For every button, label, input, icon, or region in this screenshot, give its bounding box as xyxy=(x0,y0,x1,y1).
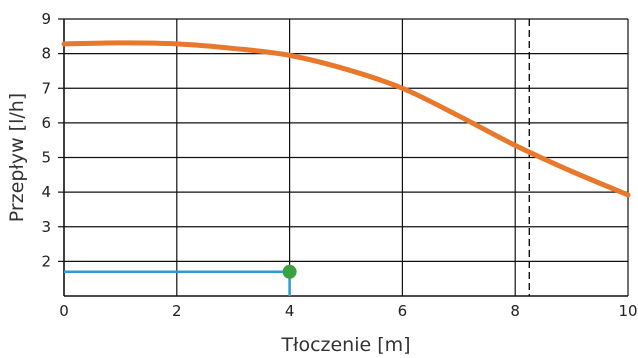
x-tick-label-4: 4 xyxy=(285,302,295,320)
y-tick-label-6: 6 xyxy=(41,114,51,132)
operating-point-layer xyxy=(64,264,297,296)
y-tick-label-5: 5 xyxy=(41,149,51,167)
x-tick-label-8: 8 xyxy=(510,302,520,320)
x-tick-label-10: 10 xyxy=(618,302,637,320)
y-axis-title: Przepływ [l/h] xyxy=(6,93,28,222)
grid-layer xyxy=(64,18,629,296)
curve-layer xyxy=(61,40,631,198)
x-tick-label-0: 0 xyxy=(59,302,69,320)
operating-point-marker xyxy=(282,264,297,279)
tick-label-layer: 2 3 4 5 6 7 8 9 0 2 4 6 8 10 xyxy=(41,10,637,320)
y-tick-label-9: 9 xyxy=(41,10,51,28)
y-tick-label-8: 8 xyxy=(41,45,51,63)
y-tick-label-7: 7 xyxy=(41,79,51,97)
y-tick-label-3: 3 xyxy=(41,218,51,236)
flow-curve-line-0 xyxy=(61,40,631,198)
x-tick-label-6: 6 xyxy=(398,302,408,320)
axes-layer xyxy=(58,18,628,297)
y-tick-label-4: 4 xyxy=(41,183,51,201)
x-tick-label-2: 2 xyxy=(172,302,182,320)
y-tick-label-2: 2 xyxy=(41,252,51,270)
x-axis-title: Tłoczenie [m] xyxy=(280,334,410,356)
